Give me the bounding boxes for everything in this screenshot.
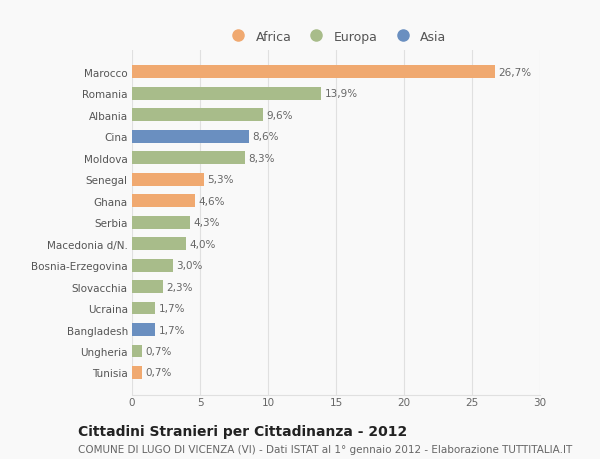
Bar bbox=[132, 109, 263, 122]
Bar bbox=[132, 66, 495, 79]
Text: 1,7%: 1,7% bbox=[158, 303, 185, 313]
Bar bbox=[132, 130, 249, 143]
Text: 1,7%: 1,7% bbox=[158, 325, 185, 335]
Legend: Africa, Europa, Asia: Africa, Europa, Asia bbox=[221, 26, 452, 49]
Text: 3,0%: 3,0% bbox=[176, 261, 203, 270]
Text: 4,0%: 4,0% bbox=[190, 239, 216, 249]
Bar bbox=[132, 88, 321, 101]
Bar bbox=[132, 174, 204, 186]
Bar bbox=[132, 216, 190, 229]
Bar bbox=[132, 345, 142, 358]
Text: 0,7%: 0,7% bbox=[145, 368, 171, 378]
Text: 8,3%: 8,3% bbox=[248, 153, 275, 163]
Text: 13,9%: 13,9% bbox=[325, 89, 358, 99]
Text: 9,6%: 9,6% bbox=[266, 111, 292, 120]
Bar bbox=[132, 302, 155, 315]
Text: COMUNE DI LUGO DI VICENZA (VI) - Dati ISTAT al 1° gennaio 2012 - Elaborazione TU: COMUNE DI LUGO DI VICENZA (VI) - Dati IS… bbox=[78, 444, 572, 454]
Bar bbox=[132, 238, 187, 251]
Text: 5,3%: 5,3% bbox=[208, 175, 234, 185]
Text: 4,6%: 4,6% bbox=[198, 196, 224, 206]
Text: 2,3%: 2,3% bbox=[167, 282, 193, 292]
Bar bbox=[132, 280, 163, 293]
Bar bbox=[132, 366, 142, 379]
Bar bbox=[132, 323, 155, 336]
Bar bbox=[132, 152, 245, 165]
Text: 8,6%: 8,6% bbox=[253, 132, 279, 142]
Bar bbox=[132, 195, 194, 207]
Text: 0,7%: 0,7% bbox=[145, 346, 171, 356]
Bar bbox=[132, 259, 173, 272]
Text: 4,3%: 4,3% bbox=[194, 218, 220, 228]
Text: Cittadini Stranieri per Cittadinanza - 2012: Cittadini Stranieri per Cittadinanza - 2… bbox=[78, 425, 407, 438]
Text: 26,7%: 26,7% bbox=[499, 67, 532, 78]
